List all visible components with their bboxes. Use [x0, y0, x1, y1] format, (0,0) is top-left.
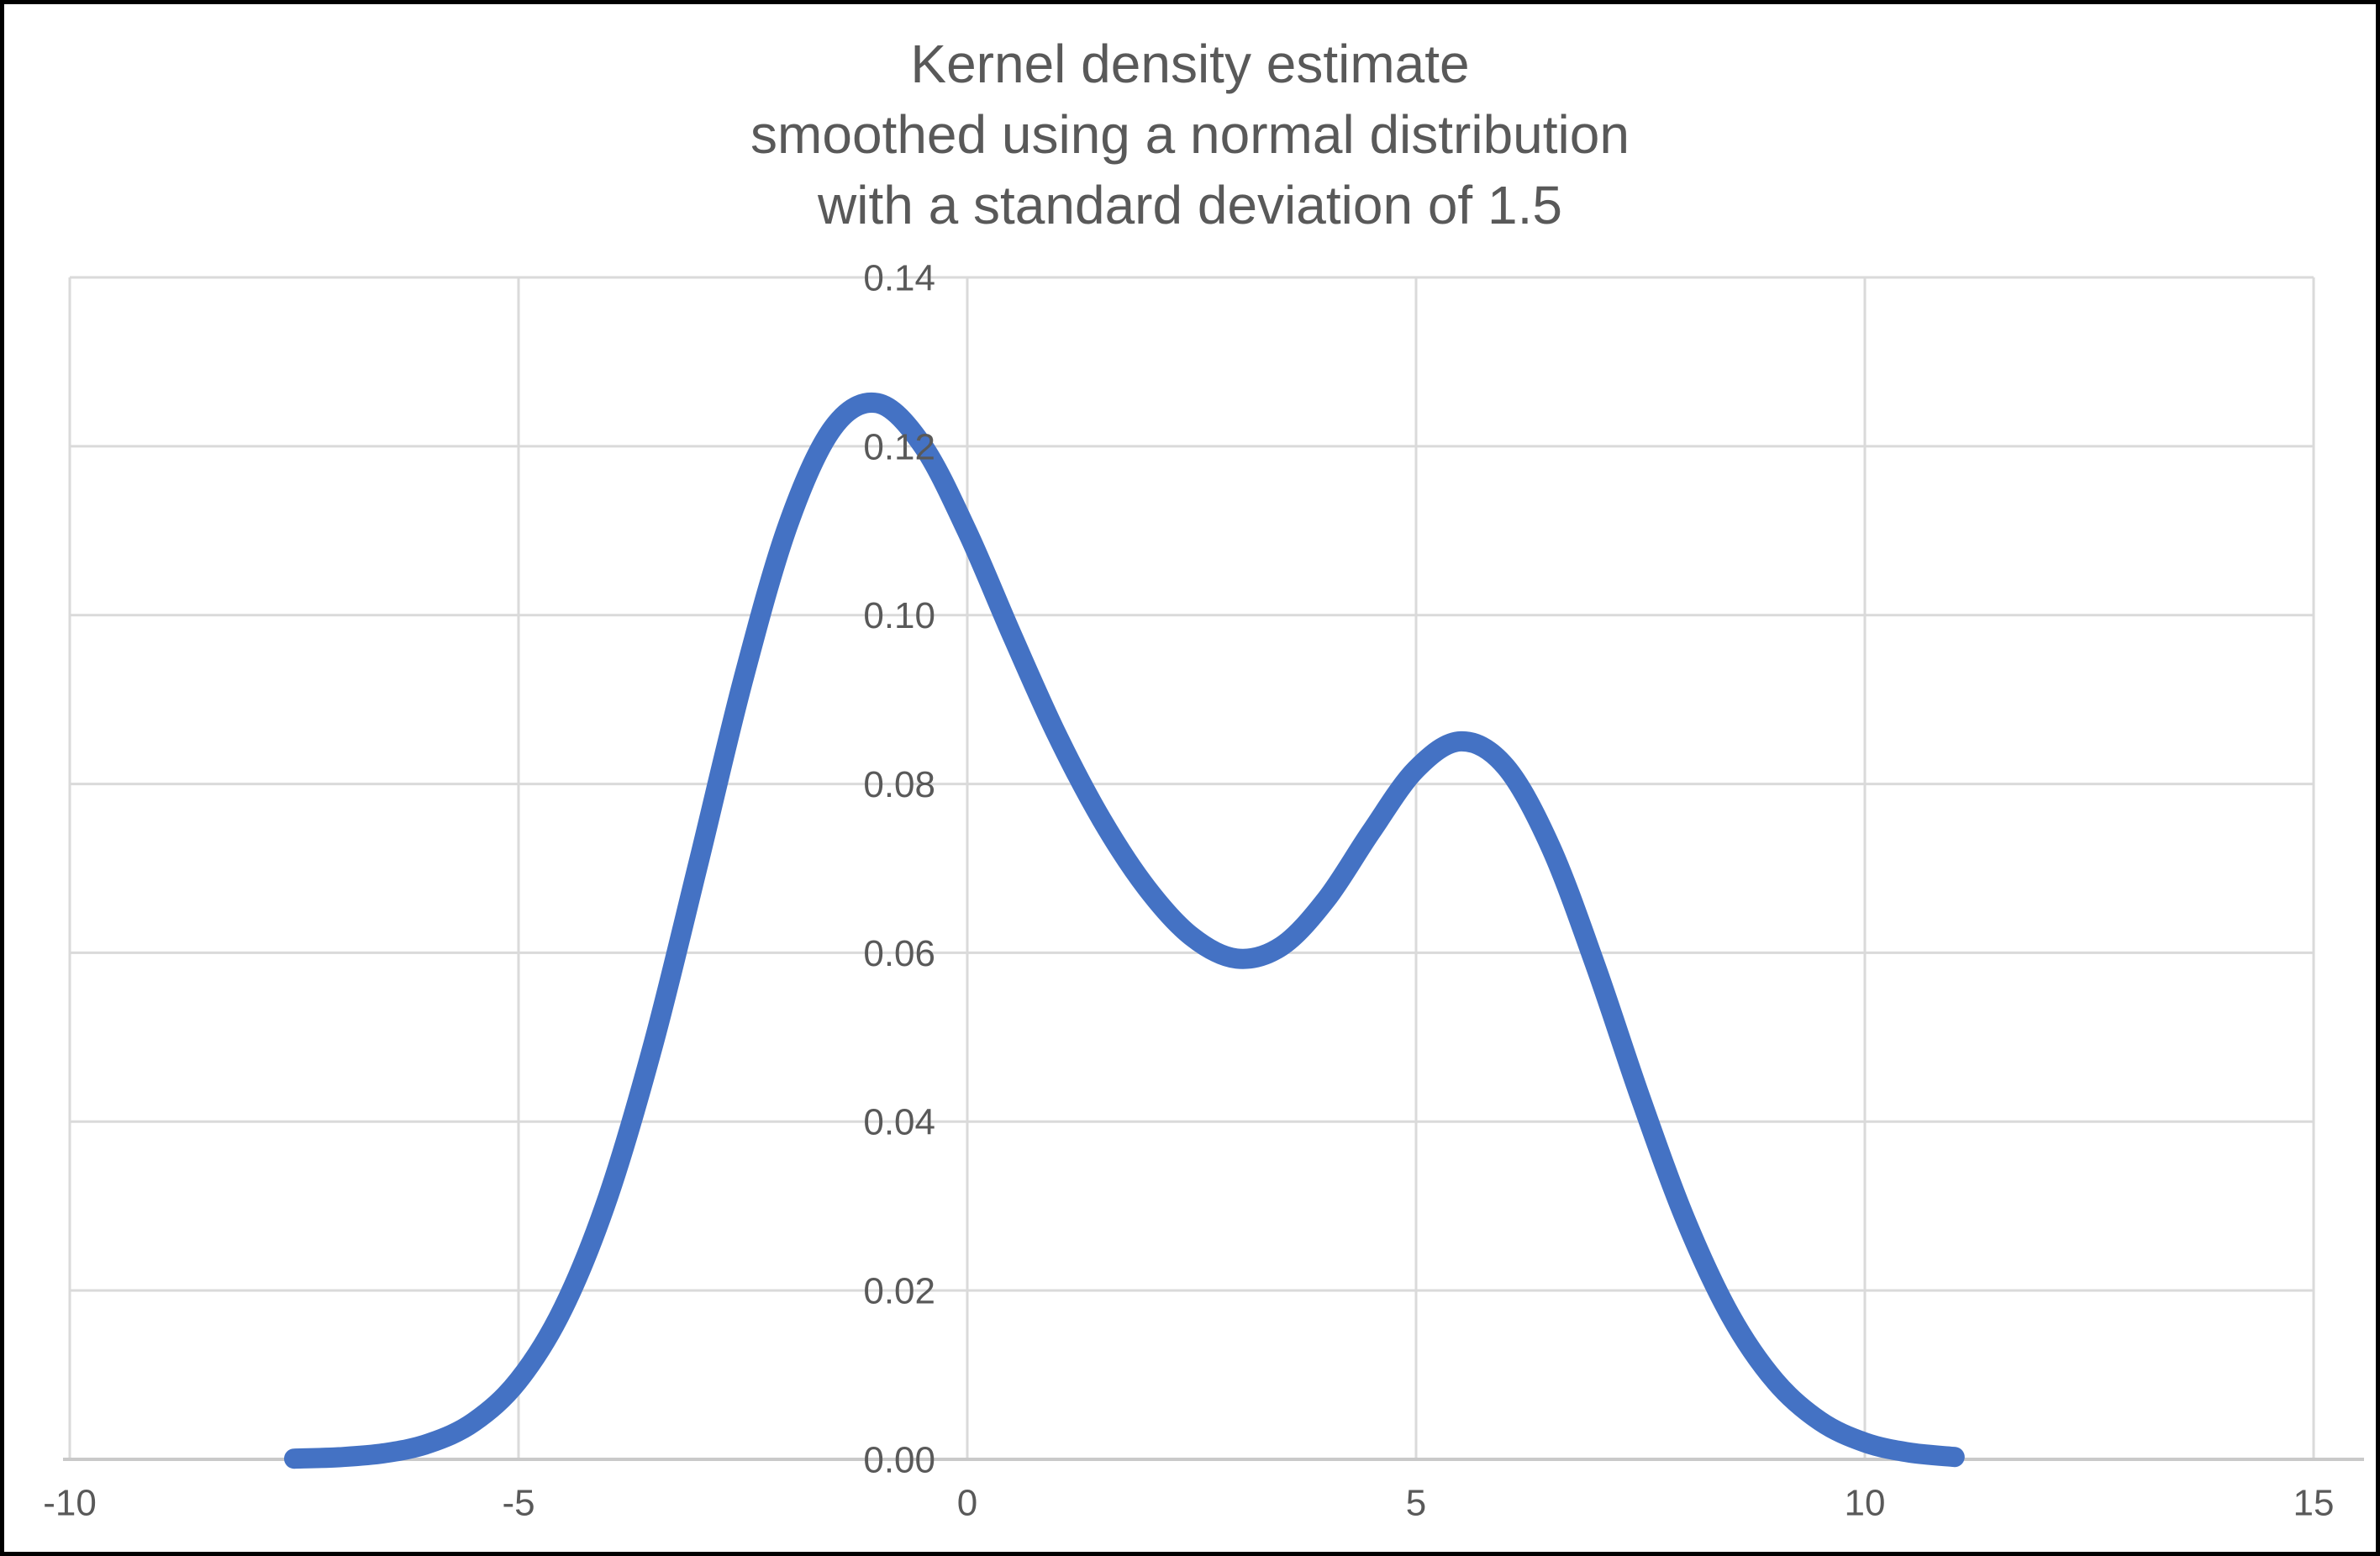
x-axis-tick-label: 15 — [2293, 1482, 2335, 1523]
x-axis-tick-label: -10 — [43, 1482, 97, 1523]
x-axis-tick-labels: -10 -5 0 5 10 15 — [43, 1482, 2334, 1523]
y-axis-tick-label: 0.14 — [863, 257, 935, 298]
chart-title-line-3: with a standard deviation of 1.5 — [818, 175, 1562, 235]
y-axis-tick-labels: 0.00 0.02 0.04 0.06 0.08 0.10 0.12 0.14 — [863, 257, 935, 1480]
x-axis-tick-label: 10 — [1845, 1482, 1886, 1523]
x-axis-tick-label: 5 — [1406, 1482, 1426, 1523]
horizontal-gridlines — [70, 276, 2314, 1292]
vertical-gridlines — [68, 277, 2315, 1459]
y-axis-tick-label: 0.04 — [863, 1102, 935, 1143]
chart-title-line-2: smoothed using a normal distribution — [750, 104, 1630, 165]
y-axis-tick-label: 0.06 — [863, 933, 935, 974]
chart-title: Kernel density estimate smoothed using a… — [0, 29, 2380, 240]
y-axis-tick-label: 0.10 — [863, 595, 935, 636]
x-axis-tick-label: -5 — [502, 1482, 534, 1523]
x-axis-tick-label: 0 — [957, 1482, 977, 1523]
y-axis-tick-label: 0.02 — [863, 1271, 935, 1312]
y-axis-tick-label: 0.12 — [863, 426, 935, 467]
chart-title-line-1: Kernel density estimate — [910, 34, 1470, 94]
y-axis-tick-label: 0.00 — [863, 1439, 935, 1480]
kde-curve — [284, 392, 1965, 1469]
y-axis-tick-label: 0.08 — [863, 764, 935, 805]
